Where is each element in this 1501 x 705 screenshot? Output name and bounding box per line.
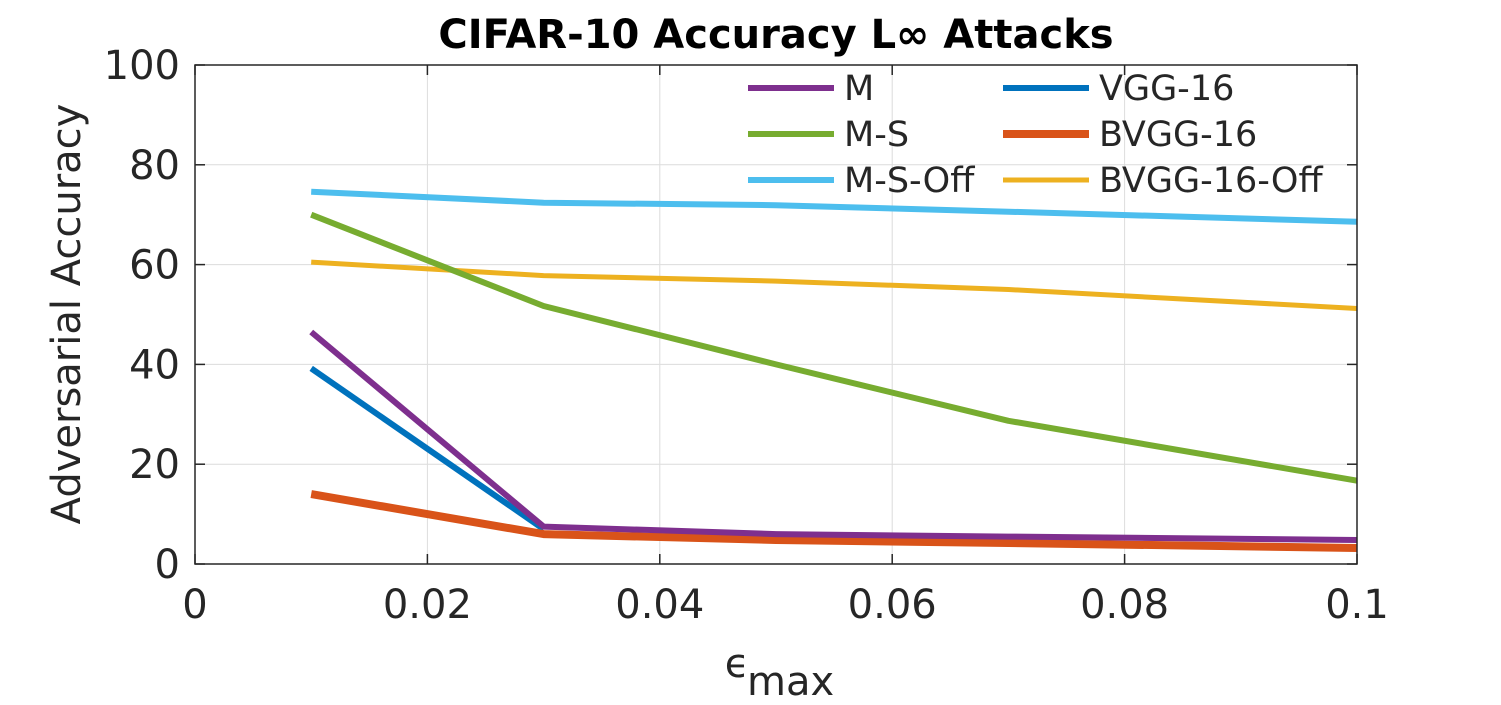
legend-label: BVGG-16-Off <box>1099 161 1323 201</box>
x-tick-label: 0.06 <box>848 582 937 628</box>
y-tick-label: 20 <box>129 442 180 488</box>
legend-label: BVGG-16 <box>1099 115 1257 155</box>
y-tick-label: 60 <box>129 243 180 289</box>
legend-item-m-s-off: M-S-Off <box>748 161 975 201</box>
y-tick-label: 80 <box>129 143 180 189</box>
legend-label: M <box>844 69 874 109</box>
plot-series <box>309 188 1357 552</box>
x-tick-label: 0.04 <box>615 582 704 628</box>
x-axis-title: ϵ max <box>725 641 834 705</box>
series-line-m <box>309 329 1357 543</box>
legend: M M-S M-S-Off VGG-16 BVGG-16 BVGG-16-Off <box>748 69 1323 201</box>
y-tick-label: 40 <box>129 342 180 388</box>
legend-label: VGG-16 <box>1099 69 1234 109</box>
series-line-vgg-16 <box>309 365 546 532</box>
y-axis-title: Adversarial Accuracy <box>44 104 90 525</box>
y-tick-labels: 0 20 40 60 80 100 <box>104 43 180 588</box>
plot-area-frame <box>194 64 1358 565</box>
legend-item-bvgg-16: BVGG-16 <box>1003 115 1257 155</box>
legend-item-m-s: M-S <box>748 115 909 155</box>
x-tick-label: 0.02 <box>383 582 472 628</box>
x-tick-labels: 0 0.02 0.04 0.06 0.08 0.1 <box>182 582 1389 628</box>
y-tick-label: 0 <box>155 542 180 588</box>
chart-title: CIFAR-10 Accuracy L∞ Attacks <box>438 12 1113 58</box>
x-tick-label: 0.1 <box>1325 582 1389 628</box>
x-tick-label: 0 <box>182 582 207 628</box>
series-line-m-s-off <box>311 188 1357 225</box>
series-line-m-s <box>310 211 1357 484</box>
axis-ticks <box>194 64 1358 565</box>
x-axis-title-subscript: max <box>747 659 834 705</box>
x-axis-title-symbol: ϵ <box>725 641 750 687</box>
legend-label: M-S <box>844 115 909 155</box>
legend-label: M-S-Off <box>844 161 975 201</box>
legend-item-m: M <box>748 69 874 109</box>
series-line-bvgg-16 <box>310 490 1357 552</box>
x-tick-label: 0.08 <box>1080 582 1169 628</box>
legend-item-bvgg-16-off: BVGG-16-Off <box>1003 161 1323 201</box>
legend-item-vgg-16: VGG-16 <box>1003 69 1234 109</box>
series-line-bvgg-16-off <box>311 259 1357 311</box>
y-tick-label: 100 <box>104 43 180 89</box>
